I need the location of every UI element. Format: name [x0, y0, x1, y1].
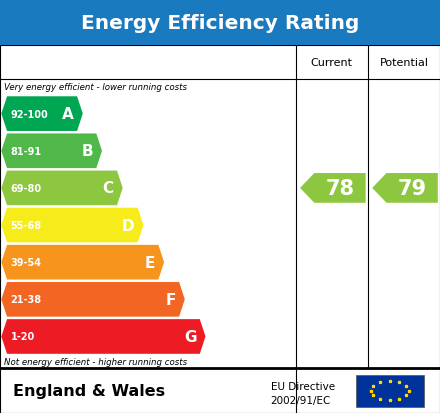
Text: Energy Efficiency Rating: Energy Efficiency Rating: [81, 14, 359, 33]
Polygon shape: [1, 319, 205, 354]
Polygon shape: [372, 173, 438, 203]
Text: C: C: [103, 181, 114, 196]
Text: 79: 79: [398, 178, 427, 198]
Text: D: D: [121, 218, 134, 233]
Text: 69-80: 69-80: [11, 183, 42, 193]
Text: 78: 78: [326, 178, 355, 198]
Bar: [0, 0, 440, 46]
Text: 55-68: 55-68: [11, 221, 42, 230]
Text: Current: Current: [311, 58, 353, 68]
Text: Potential: Potential: [379, 58, 429, 68]
Text: E: E: [144, 255, 155, 270]
Text: 81-91: 81-91: [11, 146, 42, 157]
Polygon shape: [1, 134, 102, 169]
Text: 39-54: 39-54: [11, 258, 41, 268]
Polygon shape: [1, 97, 83, 132]
Polygon shape: [1, 245, 164, 280]
Text: 1-20: 1-20: [11, 332, 35, 342]
Text: B: B: [81, 144, 93, 159]
Polygon shape: [1, 282, 185, 317]
Text: Not energy efficient - higher running costs: Not energy efficient - higher running co…: [4, 357, 187, 366]
Text: F: F: [165, 292, 176, 307]
Text: England & Wales: England & Wales: [13, 383, 165, 398]
Text: Very energy efficient - lower running costs: Very energy efficient - lower running co…: [4, 83, 187, 92]
Polygon shape: [1, 208, 143, 243]
Text: 2002/91/EC: 2002/91/EC: [271, 395, 331, 405]
Bar: [356, 375, 424, 407]
Polygon shape: [300, 173, 366, 203]
Text: 92-100: 92-100: [11, 109, 48, 119]
Text: A: A: [62, 107, 73, 122]
Polygon shape: [1, 171, 123, 206]
Text: EU Directive: EU Directive: [271, 381, 335, 391]
Text: G: G: [184, 329, 196, 344]
Text: 21-38: 21-38: [11, 294, 42, 305]
